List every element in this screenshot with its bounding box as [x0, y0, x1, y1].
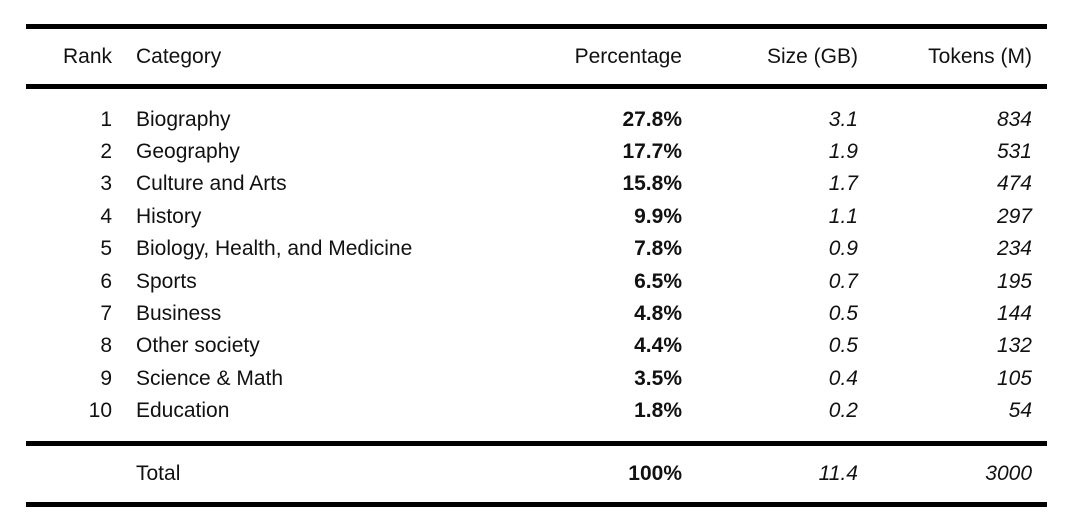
col-header-category: Category: [136, 45, 222, 68]
rank-cell: 10: [88, 399, 112, 423]
category-cell: Sports: [136, 269, 197, 293]
table-row: 2 Geography 17.7% 1.9 531: [26, 135, 1047, 167]
category-table: Rank Category Percentage Size (GB) Token…: [26, 24, 1047, 507]
col-header-percentage: Percentage: [574, 45, 682, 68]
percentage-cell: 6.5%: [634, 269, 682, 293]
table-row: 10 Education 1.8% 0.2 54: [26, 395, 1047, 427]
rank-cell: 2: [100, 140, 112, 164]
category-cell: Business: [136, 302, 222, 326]
total-size-cell: 11.4: [818, 462, 858, 486]
tokens-cell: 132: [996, 334, 1032, 358]
header-rule: [26, 84, 1047, 89]
total-label: Total: [136, 462, 181, 486]
rank-cell: 5: [100, 237, 112, 261]
rank-cell: 8: [100, 334, 112, 358]
table-body: 1 Biography 27.8% 3.1 834 2 Geography 17…: [26, 89, 1047, 441]
rank-cell: 4: [100, 204, 112, 228]
size-cell: 1.9: [828, 140, 858, 164]
top-rule: [26, 24, 1047, 29]
tokens-cell: 54: [1008, 399, 1032, 423]
percentage-cell: 3.5%: [634, 366, 682, 390]
category-cell: Culture and Arts: [136, 172, 287, 196]
percentage-cell: 27.8%: [622, 107, 682, 131]
category-cell: Science & Math: [136, 366, 284, 390]
category-cell: Biography: [136, 107, 231, 131]
tokens-cell: 105: [996, 366, 1032, 390]
tokens-cell: 297: [996, 204, 1032, 228]
percentage-cell: 4.4%: [634, 334, 682, 358]
total-percentage-cell: 100%: [628, 462, 682, 486]
category-cell: Geography: [136, 140, 240, 164]
bottom-rule: [26, 501, 1047, 507]
table-row: 1 Biography 27.8% 3.1 834: [26, 103, 1047, 135]
size-cell: 3.1: [828, 107, 858, 131]
table-row: 7 Business 4.8% 0.5 144: [26, 297, 1047, 329]
category-cell: Education: [136, 399, 230, 423]
total-row: Total 100% 11.4 3000: [26, 446, 1047, 502]
size-cell: 0.5: [828, 334, 858, 358]
category-cell: History: [136, 204, 202, 228]
table-row: 3 Culture and Arts 15.8% 1.7 474: [26, 168, 1047, 200]
size-cell: 1.7: [828, 172, 858, 196]
total-rule: [26, 440, 1047, 446]
percentage-cell: 17.7%: [622, 140, 682, 164]
table-row: 5 Biology, Health, and Medicine 7.8% 0.9…: [26, 233, 1047, 265]
category-cell: Biology, Health, and Medicine: [136, 237, 413, 261]
tokens-cell: 234: [996, 237, 1032, 261]
size-cell: 0.4: [828, 366, 858, 390]
rank-cell: 1: [100, 107, 112, 131]
size-cell: 0.5: [828, 302, 858, 326]
table-row: 8 Other society 4.4% 0.5 132: [26, 330, 1047, 362]
header-row: Rank Category Percentage Size (GB) Token…: [26, 29, 1047, 84]
total-tokens-cell: 3000: [985, 462, 1032, 486]
table-row: 6 Sports 6.5% 0.7 195: [26, 265, 1047, 297]
size-cell: 0.7: [828, 269, 858, 293]
percentage-cell: 7.8%: [634, 237, 682, 261]
percentage-cell: 15.8%: [622, 172, 682, 196]
size-cell: 0.2: [828, 399, 858, 423]
rank-cell: 3: [100, 172, 112, 196]
rank-cell: 6: [100, 269, 112, 293]
rank-cell: 7: [100, 302, 112, 326]
tokens-cell: 834: [996, 107, 1032, 131]
size-cell: 0.9: [828, 237, 858, 261]
percentage-cell: 1.8%: [634, 399, 682, 423]
category-cell: Other society: [136, 334, 260, 358]
size-cell: 1.1: [828, 204, 858, 228]
col-header-rank: Rank: [62, 45, 112, 68]
tokens-cell: 144: [996, 302, 1032, 326]
tokens-cell: 474: [996, 172, 1032, 196]
col-header-size: Size (GB): [766, 45, 858, 68]
rank-cell: 9: [100, 366, 112, 390]
tokens-cell: 195: [996, 269, 1032, 293]
table-row: 9 Science & Math 3.5% 0.4 105: [26, 362, 1047, 394]
percentage-cell: 9.9%: [634, 204, 682, 228]
percentage-cell: 4.8%: [634, 302, 682, 326]
table-row: 4 History 9.9% 1.1 297: [26, 200, 1047, 232]
col-header-tokens: Tokens (M): [928, 45, 1032, 68]
tokens-cell: 531: [996, 140, 1032, 164]
